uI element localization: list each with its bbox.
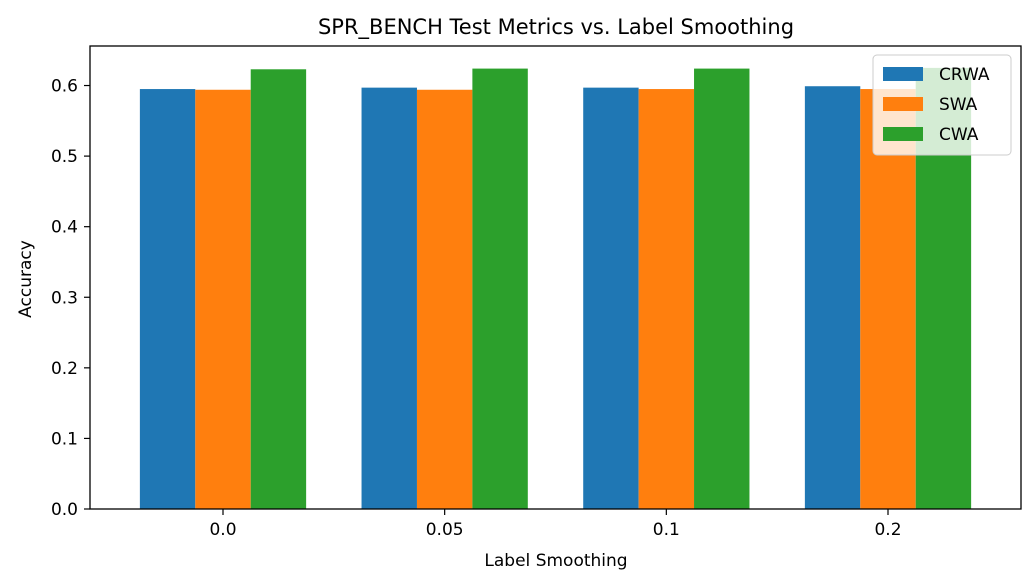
x-tick-label: 0.0 xyxy=(209,520,236,540)
x-tick-label: 0.05 xyxy=(426,520,464,540)
legend-swatch-cwa xyxy=(883,127,923,141)
bars-group xyxy=(139,67,972,510)
legend-swatch-swa xyxy=(883,97,923,111)
y-tick-label: 0.5 xyxy=(51,147,78,167)
y-tick-label: 0.0 xyxy=(51,500,78,520)
legend: CRWA SWA CWA xyxy=(872,54,1012,156)
x-axis-label: Label Smoothing xyxy=(484,551,627,571)
y-tick-label: 0.1 xyxy=(51,429,78,449)
y-tick-label: 0.6 xyxy=(51,77,78,97)
x-ticks-group: 0.0 0.05 0.1 0.2 xyxy=(209,509,902,540)
y-axis-label: Accuracy xyxy=(16,240,36,318)
bar-crwa-0.1 xyxy=(583,87,639,509)
bar-swa-0.1 xyxy=(638,89,695,510)
x-tick-label: 0.2 xyxy=(874,520,901,540)
legend-label-swa: SWA xyxy=(939,95,978,115)
bar-cwa-0.1 xyxy=(694,68,750,509)
bar-swa-0.0 xyxy=(195,89,251,509)
y-tick-label: 0.4 xyxy=(51,218,78,238)
legend-label-crwa: CRWA xyxy=(939,65,990,85)
bar-swa-0.05 xyxy=(416,89,473,509)
plot-frame xyxy=(89,45,1022,510)
y-ticks-group: 0.0 0.1 0.2 0.3 0.4 0.5 0.6 xyxy=(51,77,90,520)
y-tick-label: 0.3 xyxy=(51,288,78,308)
y-tick-label: 0.2 xyxy=(51,359,78,379)
bar-crwa-0.2 xyxy=(804,86,861,509)
bar-swa-0.2 xyxy=(860,89,916,510)
bar-cwa-0.0 xyxy=(250,69,307,509)
bar-cwa-0.05 xyxy=(472,68,528,509)
bar-crwa-0.05 xyxy=(361,87,417,509)
legend-swatch-crwa xyxy=(883,67,923,81)
bar-crwa-0.0 xyxy=(139,89,196,510)
chart-title: SPR_BENCH Test Metrics vs. Label Smoothi… xyxy=(318,15,794,40)
x-tick-label: 0.1 xyxy=(653,520,680,540)
legend-label-cwa: CWA xyxy=(939,125,979,145)
